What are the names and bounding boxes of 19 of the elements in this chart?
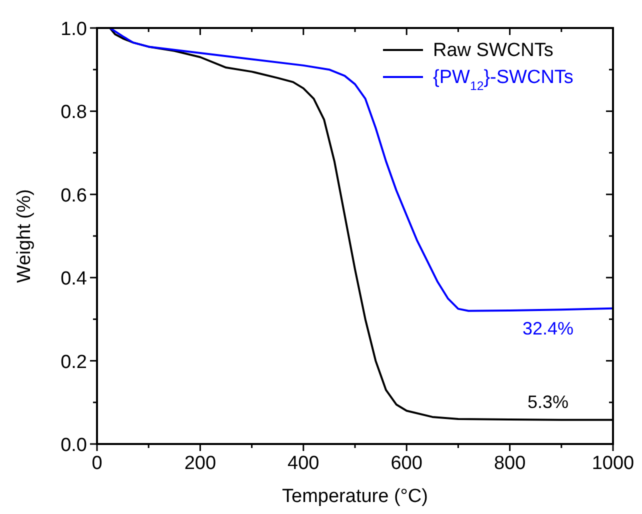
text: 0.0 <box>60 435 87 456</box>
x-tick-label: 0 <box>92 453 102 474</box>
y-tick-label: 0.8 <box>60 102 87 124</box>
y-tick-label: 0.4 <box>60 268 88 290</box>
y-axis-title: Weight (%) <box>14 189 35 283</box>
legend-label: {PW$_{12}$}-SWCNTs <box>433 67 574 93</box>
y-tick-label: 0.6 <box>60 185 87 206</box>
annotation: 5.3% <box>527 392 569 412</box>
y-tick-label: 0.2 <box>60 352 87 373</box>
x-tick-label: 600 <box>390 453 422 474</box>
x-tick-label: 200 <box>184 453 216 474</box>
x-axis-title: Temperature (°C) <box>282 486 428 507</box>
annotation: 32.4% <box>522 318 574 338</box>
x-tick-label: 400 <box>288 453 320 474</box>
x-tick-label: 800 <box>494 453 526 474</box>
legend-label: Raw SWCNTs <box>433 40 554 61</box>
text: 1.0 <box>60 19 87 40</box>
x-tick-label: 1000 <box>592 453 634 474</box>
line-series <box>108 27 614 312</box>
